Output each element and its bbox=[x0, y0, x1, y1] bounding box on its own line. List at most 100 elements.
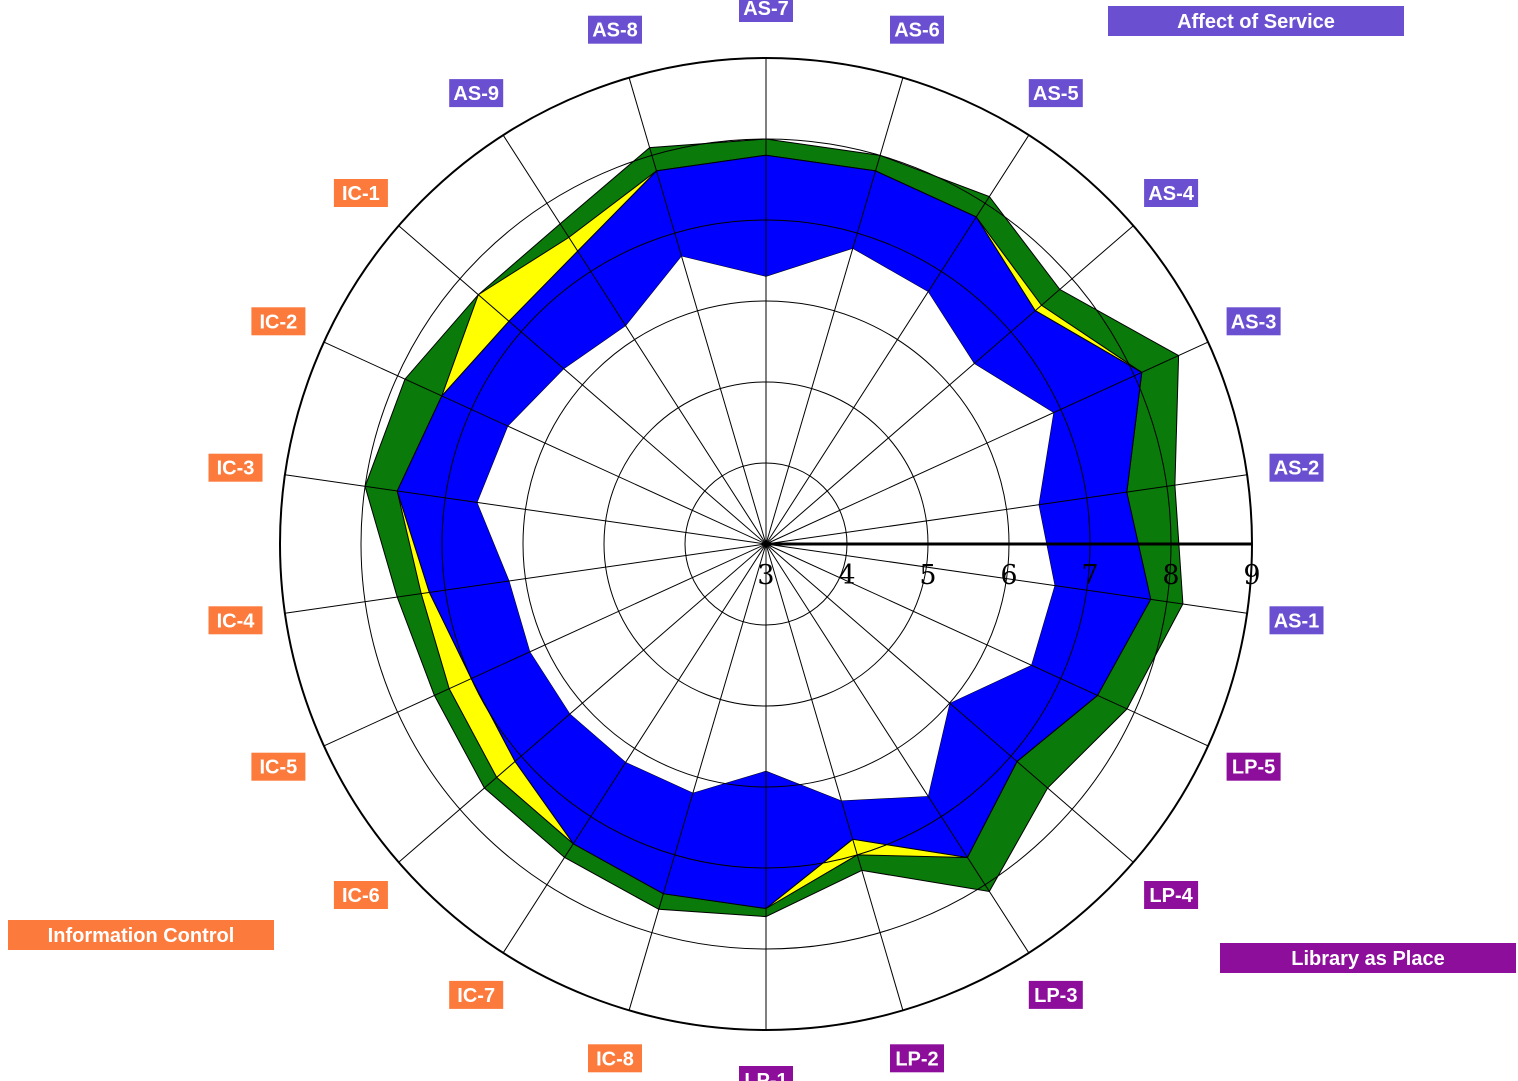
axis-label-AS-7: AS-7 bbox=[739, 0, 793, 22]
axis-label-text: AS-7 bbox=[743, 0, 789, 20]
axis-label-AS-8: AS-8 bbox=[588, 15, 642, 44]
axis-label-box bbox=[1226, 307, 1281, 336]
axis-label-IC-8: IC-8 bbox=[588, 1044, 642, 1073]
axis-label-box bbox=[333, 179, 388, 207]
group-legend-box bbox=[8, 920, 274, 950]
spoke-AS-1 bbox=[765, 543, 1248, 614]
spoke-AS-8 bbox=[628, 77, 767, 545]
axis-label-text: AS-3 bbox=[1231, 311, 1277, 333]
spoke-IC-8 bbox=[628, 543, 767, 1011]
axis-label-AS-9: AS-9 bbox=[449, 79, 504, 108]
axis-label-AS-4: AS-4 bbox=[1144, 179, 1199, 207]
tick-label-7: 7 bbox=[1081, 560, 1098, 591]
spoke-LP-4 bbox=[765, 543, 1134, 863]
spoke-AS-5 bbox=[765, 134, 1030, 545]
axis-label-LP-4: LP-4 bbox=[1144, 881, 1199, 909]
group-legend: Affect of Service Information Control Libr… bbox=[8, 6, 1516, 973]
axis-label-text: AS-1 bbox=[1274, 610, 1320, 632]
axis-label-box bbox=[449, 79, 504, 108]
axis-label-box bbox=[1269, 453, 1324, 482]
group-legend-text: Library as Place bbox=[1291, 948, 1444, 970]
axis-label-text: IC-4 bbox=[217, 610, 256, 632]
axis-label-AS-2: AS-2 bbox=[1269, 453, 1324, 482]
axis-label-text: IC-7 bbox=[457, 985, 495, 1007]
tick-label-3: 3 bbox=[757, 560, 774, 591]
spoke-AS-4 bbox=[765, 225, 1134, 545]
axis-label-box bbox=[1144, 881, 1199, 909]
spoke-AS-9 bbox=[502, 134, 767, 545]
axis-label-text: AS-8 bbox=[592, 20, 638, 42]
axis-label-text: AS-6 bbox=[894, 20, 940, 42]
axis-label-AS-1: AS-1 bbox=[1269, 606, 1324, 635]
axis-label-box bbox=[1144, 179, 1199, 207]
spoke-LP-5 bbox=[765, 543, 1209, 747]
axis-label-box bbox=[890, 1044, 944, 1073]
axis-label-IC-7: IC-7 bbox=[449, 980, 504, 1009]
axis-label-box bbox=[449, 980, 504, 1009]
axis-label-LP-5: LP-5 bbox=[1226, 752, 1281, 781]
radar-grid bbox=[279, 57, 1253, 1031]
group-legend-text: Information Control bbox=[48, 925, 235, 947]
axis-label-box bbox=[333, 881, 388, 909]
group-legend-item: Information Control bbox=[8, 920, 274, 950]
spoke-AS-2 bbox=[765, 474, 1248, 545]
tick-label-8: 8 bbox=[1162, 560, 1179, 591]
spoke-IC-6 bbox=[398, 543, 767, 863]
axis-label-AS-6: AS-6 bbox=[890, 15, 944, 44]
spoke-IC-4 bbox=[284, 543, 767, 614]
axis-label-LP-2: LP-2 bbox=[890, 1044, 944, 1073]
tick-label-5: 5 bbox=[919, 560, 936, 591]
axis-label-text: AS-9 bbox=[453, 83, 499, 105]
axis-label-box bbox=[251, 752, 306, 781]
axis-label-text: IC-3 bbox=[217, 458, 255, 480]
axis-label-text: AS-5 bbox=[1033, 83, 1079, 105]
spoke-IC-7 bbox=[502, 543, 767, 954]
axis-label-text: IC-2 bbox=[260, 311, 298, 333]
axis-label-box bbox=[1028, 79, 1083, 108]
group-legend-box bbox=[1108, 6, 1404, 36]
axis-label-IC-4: IC-4 bbox=[208, 606, 263, 635]
series-area bbox=[364, 138, 1184, 918]
spoke-IC-1 bbox=[398, 225, 767, 545]
axis-label-box bbox=[208, 606, 263, 635]
group-legend-item: Library as Place bbox=[1220, 943, 1516, 973]
axis-label-text: AS-2 bbox=[1274, 458, 1320, 480]
axis-label-text: IC-6 bbox=[342, 885, 380, 907]
axis-label-box bbox=[890, 15, 944, 44]
spoke-AS-6 bbox=[765, 77, 904, 545]
axis-label-box bbox=[251, 307, 306, 336]
axis-label-box bbox=[588, 15, 642, 44]
axis-label-box bbox=[739, 0, 793, 22]
axis-label-IC-1: IC-1 bbox=[333, 179, 388, 207]
axis-label-box bbox=[588, 1044, 642, 1073]
spoke-IC-2 bbox=[323, 341, 767, 545]
group-legend-item: Affect of Service bbox=[1108, 6, 1404, 36]
radial-tick-labels: 3 4 5 6 7 8 9 bbox=[757, 560, 1260, 591]
axis-label-text: LP-4 bbox=[1149, 885, 1193, 907]
axis-label-text: IC-5 bbox=[260, 757, 298, 779]
tick-label-6: 6 bbox=[1000, 560, 1017, 591]
axis-label-IC-6: IC-6 bbox=[333, 881, 388, 909]
axis-label-LP-1: LP-1 bbox=[739, 1066, 793, 1081]
axis-label-AS-5: AS-5 bbox=[1028, 79, 1083, 108]
axis-label-box bbox=[1028, 980, 1083, 1009]
spoke-AS-3 bbox=[765, 341, 1209, 545]
spoke-LP-2 bbox=[765, 543, 904, 1011]
axis-label-box bbox=[1226, 752, 1281, 781]
tick-label-4: 4 bbox=[838, 560, 855, 591]
axis-label-text: LP-1 bbox=[744, 1070, 787, 1081]
axis-label-box bbox=[739, 1066, 793, 1081]
axis-label-text: LP-5 bbox=[1232, 757, 1275, 779]
axis-labels: AS-1 AS-2 AS-3 AS-4 AS-5 AS-6 AS-7 AS-8 AS-9 IC-1… bbox=[208, 0, 1324, 1081]
axis-label-IC-3: IC-3 bbox=[208, 453, 263, 482]
group-legend-text: Affect of Service bbox=[1177, 11, 1335, 33]
axis-label-IC-5: IC-5 bbox=[251, 752, 306, 781]
spoke-IC-3 bbox=[284, 474, 767, 545]
axis-label-text: IC-1 bbox=[342, 183, 380, 205]
axis-label-text: IC-8 bbox=[596, 1048, 634, 1070]
axis-label-text: AS-4 bbox=[1148, 183, 1194, 205]
spoke-IC-5 bbox=[323, 543, 767, 747]
axis-label-IC-2: IC-2 bbox=[251, 307, 306, 336]
tick-label-9: 9 bbox=[1243, 560, 1260, 591]
